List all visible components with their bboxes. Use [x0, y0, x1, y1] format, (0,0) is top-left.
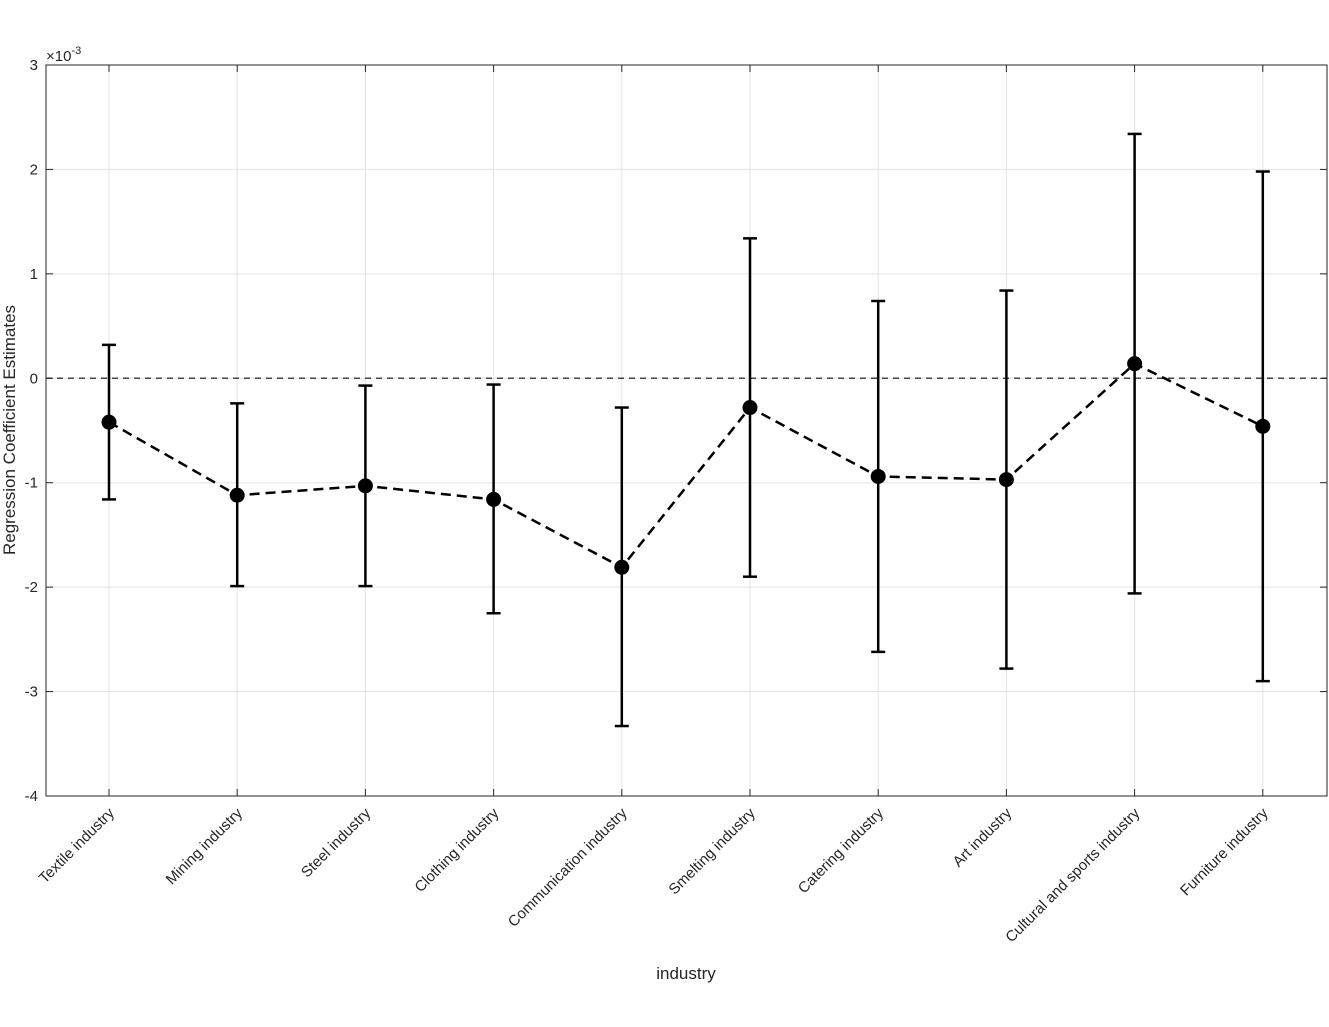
y-tick-label: 2 [30, 161, 38, 178]
x-tick-label: Furniture industry [1177, 804, 1272, 899]
y-tick-label: 3 [30, 57, 38, 74]
data-point [998, 472, 1014, 488]
y-tick-label: 1 [30, 266, 38, 283]
data-point [870, 468, 886, 484]
x-tick-label: Catering industry [795, 804, 888, 897]
data-point [742, 400, 758, 416]
data-point [486, 491, 502, 507]
x-tick-label: Clothing industry [411, 804, 502, 895]
y-axis-exponent: ×10-3 [46, 45, 81, 65]
y-tick-label: -1 [25, 475, 38, 492]
tick-marks [46, 64, 1327, 797]
x-axis-title: industry [656, 964, 716, 983]
data-point [1255, 418, 1271, 434]
y-tick-labels: -4 -3 -2 -1 0 1 2 3 [25, 57, 38, 805]
x-tick-labels: Textile industry Mining industry Steel ind… [36, 804, 1272, 945]
y-tick-label: -3 [25, 684, 38, 701]
x-tick-label: Art industry [950, 804, 1016, 870]
data-point [101, 414, 117, 430]
x-tick-label: Textile industry [36, 804, 119, 887]
y-exponent-base: ×10 [46, 48, 71, 65]
y-tick-label: 0 [30, 370, 38, 387]
error-bars [102, 132, 1270, 728]
x-tick-label: Steel industry [298, 804, 375, 881]
data-point [1127, 356, 1143, 372]
y-tick-label: -2 [25, 579, 38, 596]
y-axis-title: Regression Coefficient Estimates [0, 305, 19, 555]
data-points [101, 356, 1271, 575]
x-tick-label: Cultural and sports industry [1002, 804, 1143, 945]
data-point [614, 559, 630, 575]
y-exponent-power: -3 [71, 45, 81, 57]
data-point [229, 487, 245, 503]
x-tick-label: Communication industry [505, 804, 631, 930]
y-tick-label: -4 [25, 788, 38, 805]
axes-box [45, 64, 1328, 797]
x-tick-label: Mining industry [163, 804, 247, 888]
data-point [357, 478, 373, 494]
x-tick-label: Smelting industry [665, 804, 759, 898]
series-line [108, 362, 1264, 569]
